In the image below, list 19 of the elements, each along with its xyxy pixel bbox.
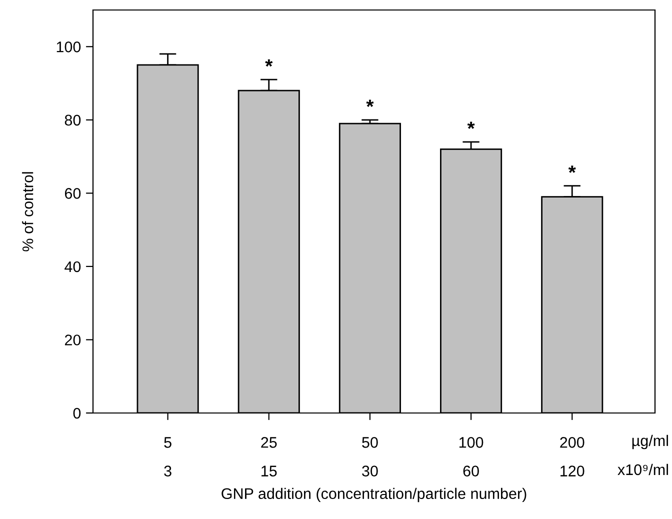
y-tick-label: 20 [64, 334, 81, 346]
x-tick-label: 25 15 [261, 437, 277, 476]
x-axis-title: GNP addition (concentration/particle number) [222, 488, 526, 502]
y-tick-label: 100 [56, 42, 81, 52]
text: x10⁹/ml [618, 464, 668, 476]
annotation: * [265, 59, 273, 67]
x-tick-label: 200 120 [560, 437, 584, 476]
annotation: * [467, 122, 475, 129]
y-axis-title: % of control [22, 172, 34, 252]
y-tick-label: 80 [64, 114, 81, 126]
annotation: * [366, 100, 374, 107]
y-tick-label: 40 [64, 261, 81, 272]
text: µg/ml [632, 434, 668, 450]
y-tick-label: 60 [64, 188, 81, 199]
annotation: * [568, 166, 576, 173]
y-tick-label: 0 [73, 408, 81, 419]
x-tick-label: 5 3 [164, 437, 172, 476]
x-tick-label: 100 60 [459, 437, 484, 476]
x-tick-label: 50 30 [362, 437, 378, 476]
